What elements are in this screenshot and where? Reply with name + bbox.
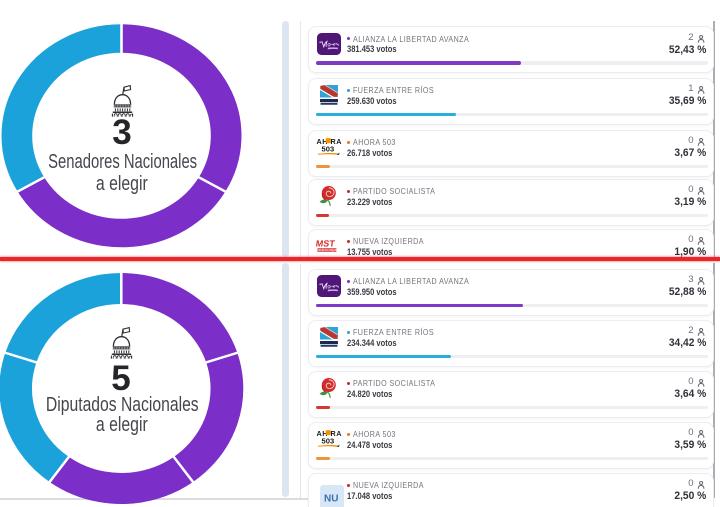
svg-text:NUEVA IZQUIERDA: NUEVA IZQUIERDA [318,248,342,252]
svg-text:503: 503 [321,437,334,446]
svg-text:503: 503 [321,145,334,154]
svg-text:NU: NU [324,494,338,505]
svg-text:MST: MST [316,239,336,249]
